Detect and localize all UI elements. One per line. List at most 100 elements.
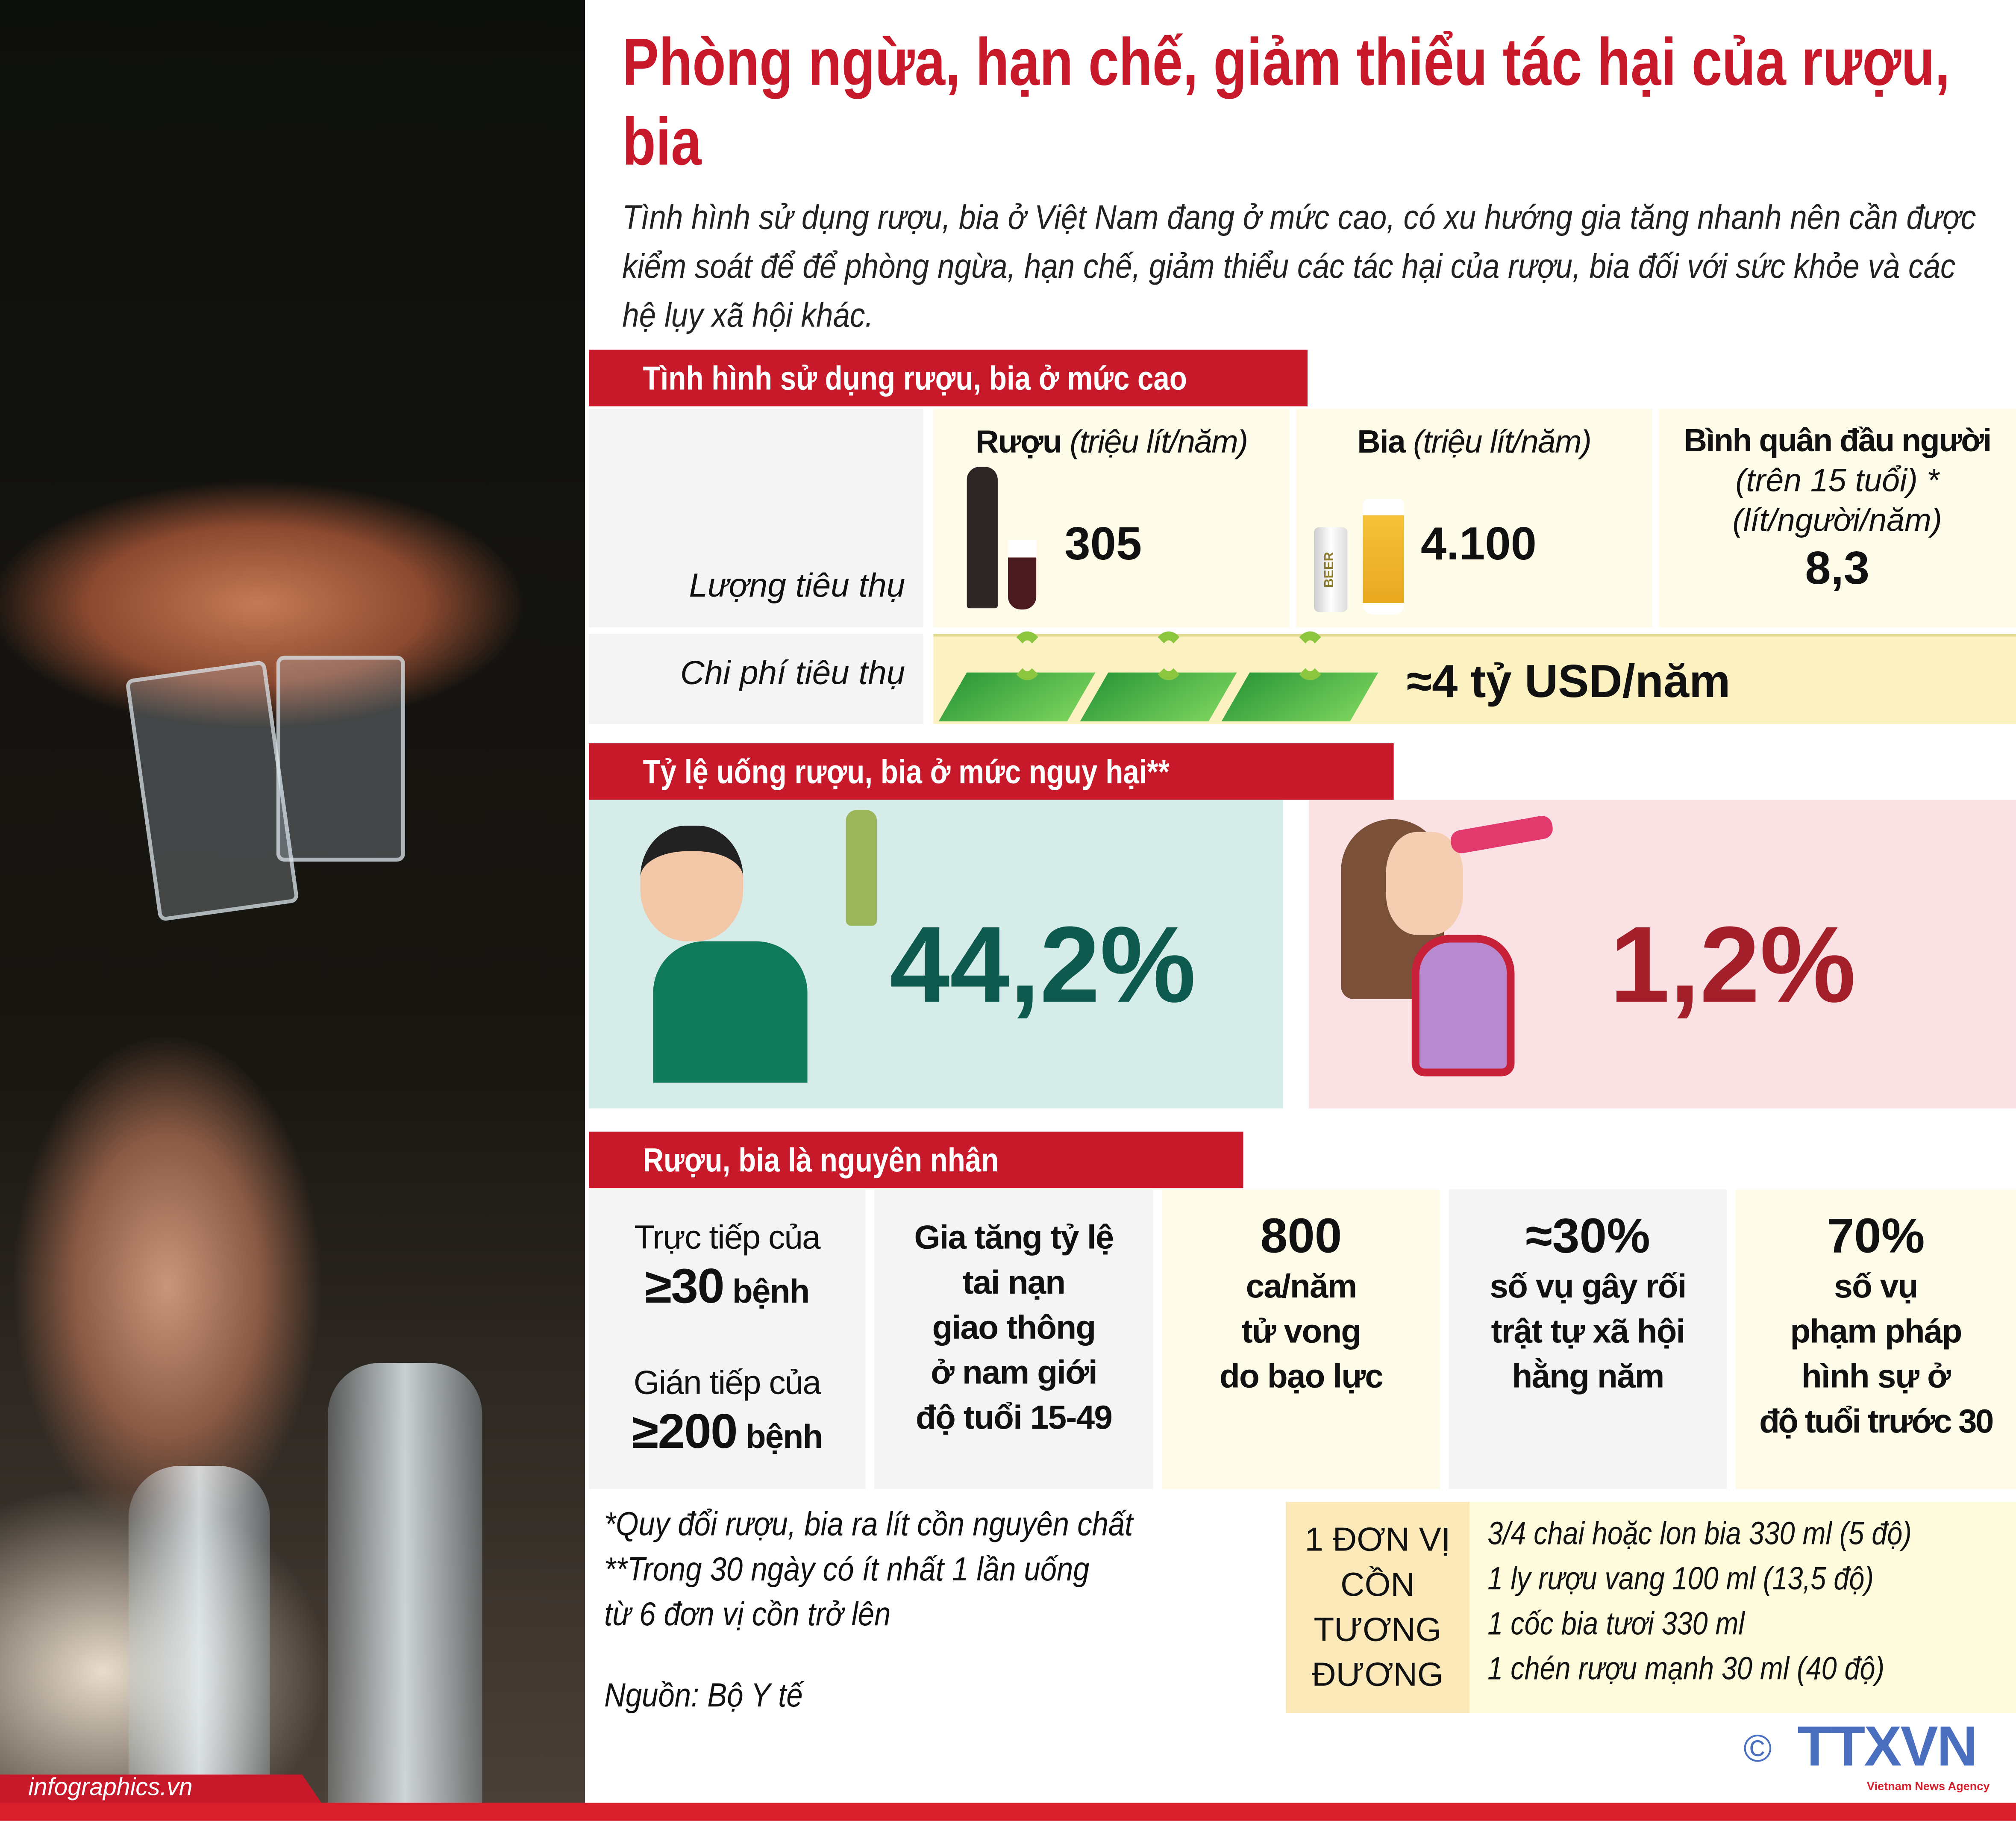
disorder-line: số vụ gây rối: [1490, 1266, 1687, 1306]
wine-value: 305: [1064, 517, 1142, 570]
cost-value: ≈4 tỷ USD/năm: [1406, 654, 1731, 707]
cause-violence: 800 ca/năm tử vong do bạo lực: [1162, 1189, 1440, 1489]
label-line: CỒN: [1340, 1565, 1415, 1604]
bottom-bar: [0, 1803, 2016, 1821]
woman-dress-icon: [1411, 935, 1515, 1077]
beer-cell: Bia (triệu lít/năm) BEER 4.100: [1296, 409, 1652, 628]
disorder-line: hằng năm: [1512, 1356, 1664, 1395]
cause-crime: 70% số vụ phạm pháp hình sự ở độ tuổi tr…: [1736, 1189, 2016, 1489]
man-drinking-icon: [640, 825, 744, 941]
crime-line: số vụ: [1834, 1266, 1918, 1306]
cause-diseases: Trực tiếp của ≥30 bệnh Gián tiếp của ≥20…: [589, 1189, 865, 1489]
male-panel: 44,2%: [589, 800, 1283, 1109]
direct-unit: bệnh: [723, 1271, 810, 1311]
ttxvn-logo: TTXVN: [1797, 1715, 1978, 1779]
bottle-image: [328, 1363, 482, 1803]
man-shirt-icon: [653, 941, 808, 1083]
dollar-icon: [1152, 631, 1186, 680]
equivalent-item: 1 chén rượu mạnh 30 ml (40 độ): [1487, 1651, 1885, 1687]
section-header-usage: Tình hình sử dụng rượu, bia ở mức cao: [589, 350, 1308, 406]
wine-cell: Rượu (triệu lít/năm) 305: [933, 409, 1290, 628]
disorder-pct: ≈30%: [1525, 1210, 1650, 1264]
equivalents-list: 3/4 chai hoặc lon bia 330 ml (5 độ) 1 ly…: [1487, 1512, 2007, 1692]
section-header-harmful-text: Tỷ lệ uống rượu, bia ở mức nguy hại**: [643, 752, 1170, 791]
traffic-line: ở nam giới: [931, 1353, 1098, 1391]
direct-label: Trực tiếp của: [634, 1218, 820, 1256]
section-header-causes: Rượu, bia là nguyên nhân: [589, 1131, 1243, 1189]
label-line: TƯƠNG: [1314, 1610, 1442, 1649]
per-capita-age: (trên 15 tuổi) *: [1735, 463, 1940, 499]
crime-pct: 70%: [1827, 1210, 1925, 1264]
traffic-line: Gia tăng tỷ lệ: [914, 1218, 1114, 1256]
violence-line: tử vong: [1241, 1312, 1362, 1350]
beer-can-icon: BEER: [1314, 527, 1348, 612]
female-panel: 1,2%: [1309, 800, 2016, 1109]
male-percentage: 44,2%: [890, 904, 1196, 1025]
beer-glass-icon: [1363, 499, 1404, 615]
cost-cell: ≈4 tỷ USD/năm: [933, 631, 2016, 724]
indirect-label: Gián tiếp của: [633, 1363, 821, 1402]
footnotes: *Quy đổi rượu, bia ra lít cồn nguyên chấ…: [604, 1502, 1261, 1718]
violence-line: do bạo lực: [1219, 1356, 1384, 1395]
violence-count: 800: [1260, 1210, 1342, 1264]
traffic-line: tai nạn: [962, 1262, 1066, 1302]
alcohol-unit-equivalents: 3/4 chai hoặc lon bia 330 ml (5 độ) 1 ly…: [1469, 1502, 2016, 1713]
disorder-line: trật tự xã hội: [1491, 1312, 1685, 1350]
wine-unit: (triệu lít/năm): [1070, 424, 1248, 461]
violence-line: ca/năm: [1246, 1266, 1358, 1306]
shot-glass-image: [125, 660, 300, 922]
section-header-harmful: Tỷ lệ uống rượu, bia ở mức nguy hại**: [589, 743, 1394, 800]
dollar-icon: [1293, 631, 1327, 680]
site-credit: infographics.vn: [0, 1774, 322, 1803]
page-title: Phòng ngừa, hạn chế, giảm thiểu tác hại …: [622, 26, 1950, 180]
female-percentage: 1,2%: [1610, 904, 1856, 1025]
equivalent-item: 1 cốc bia tươi 330 ml: [1487, 1606, 1745, 1642]
indirect-count: ≥200: [632, 1405, 738, 1460]
per-capita-cell: Bình quân đầu người (trên 15 tuổi) * (lí…: [1658, 409, 2016, 628]
money-stack-icon: [938, 672, 1096, 721]
money-stack-icon: [1221, 672, 1378, 721]
cause-traffic: Gia tăng tỷ lệ tai nạn giao thông ở nam …: [874, 1189, 1153, 1489]
dollar-icon: [1010, 631, 1044, 680]
footnote: từ 6 đơn vị cồn trở lên: [604, 1594, 891, 1633]
crime-line: hình sự ở: [1801, 1356, 1951, 1395]
copyright-icon: ©: [1743, 1728, 1772, 1771]
crime-line: độ tuổi trước 30: [1759, 1401, 1994, 1440]
label-line: ĐƯƠNG: [1312, 1655, 1443, 1694]
bottle-icon: [1449, 814, 1555, 855]
footnote: *Quy đổi rượu, bia ra lít cồn nguyên chấ…: [604, 1504, 1133, 1543]
beer-unit: (triệu lít/năm): [1413, 424, 1592, 461]
beer-value: 4.100: [1420, 517, 1537, 570]
row-label-cost: Chi phí tiêu thụ: [589, 634, 923, 724]
per-capita-unit: (lít/người/năm): [1732, 503, 1942, 539]
wine-bottle-icon: [967, 467, 998, 609]
wine-label: Rượu: [976, 424, 1062, 461]
wine-glass-icon: [1008, 540, 1037, 610]
money-stack-icon: [1080, 672, 1237, 721]
bottle-image: [128, 1466, 270, 1803]
alcohol-unit-label: 1 ĐƠN VỊ CỒN TƯƠNG ĐƯƠNG: [1285, 1502, 1470, 1713]
per-capita-value: 8,3: [1805, 541, 1869, 594]
shot-glass-image: [276, 656, 405, 862]
traffic-line: giao thông: [932, 1308, 1096, 1347]
indirect-unit: bệnh: [737, 1417, 823, 1456]
direct-count: ≥30: [645, 1260, 724, 1315]
equivalent-item: 1 ly rượu vang 100 ml (13,5 độ): [1487, 1561, 1874, 1597]
beer-bottle-icon: [846, 810, 877, 926]
photo-drinking: [0, 0, 585, 1803]
section-header-usage-text: Tình hình sử dụng rượu, bia ở mức cao: [643, 359, 1187, 397]
label-line: 1 ĐƠN VỊ: [1305, 1520, 1451, 1559]
source: Nguồn: Bộ Y tế: [604, 1675, 803, 1714]
traffic-line: độ tuổi 15-49: [915, 1397, 1113, 1436]
logo-tagline: Vietnam News Agency: [1866, 1780, 1990, 1793]
beer-label: Bia: [1357, 424, 1405, 461]
row-label-consumption: Lượng tiêu thụ: [589, 409, 923, 628]
footnote: **Trong 30 ngày có ít nhất 1 lần uống: [604, 1549, 1090, 1588]
subtitle: Tình hình sử dụng rượu, bia ở Việt Nam đ…: [622, 198, 1976, 335]
crime-line: phạm pháp: [1790, 1312, 1962, 1350]
cause-disorder: ≈30% số vụ gây rối trật tự xã hội hằng n…: [1449, 1189, 1727, 1489]
equivalent-item: 3/4 chai hoặc lon bia 330 ml (5 độ): [1487, 1516, 1912, 1552]
woman-drinking-icon: [1386, 832, 1464, 935]
per-capita-label: Bình quân đầu người: [1684, 423, 1992, 459]
